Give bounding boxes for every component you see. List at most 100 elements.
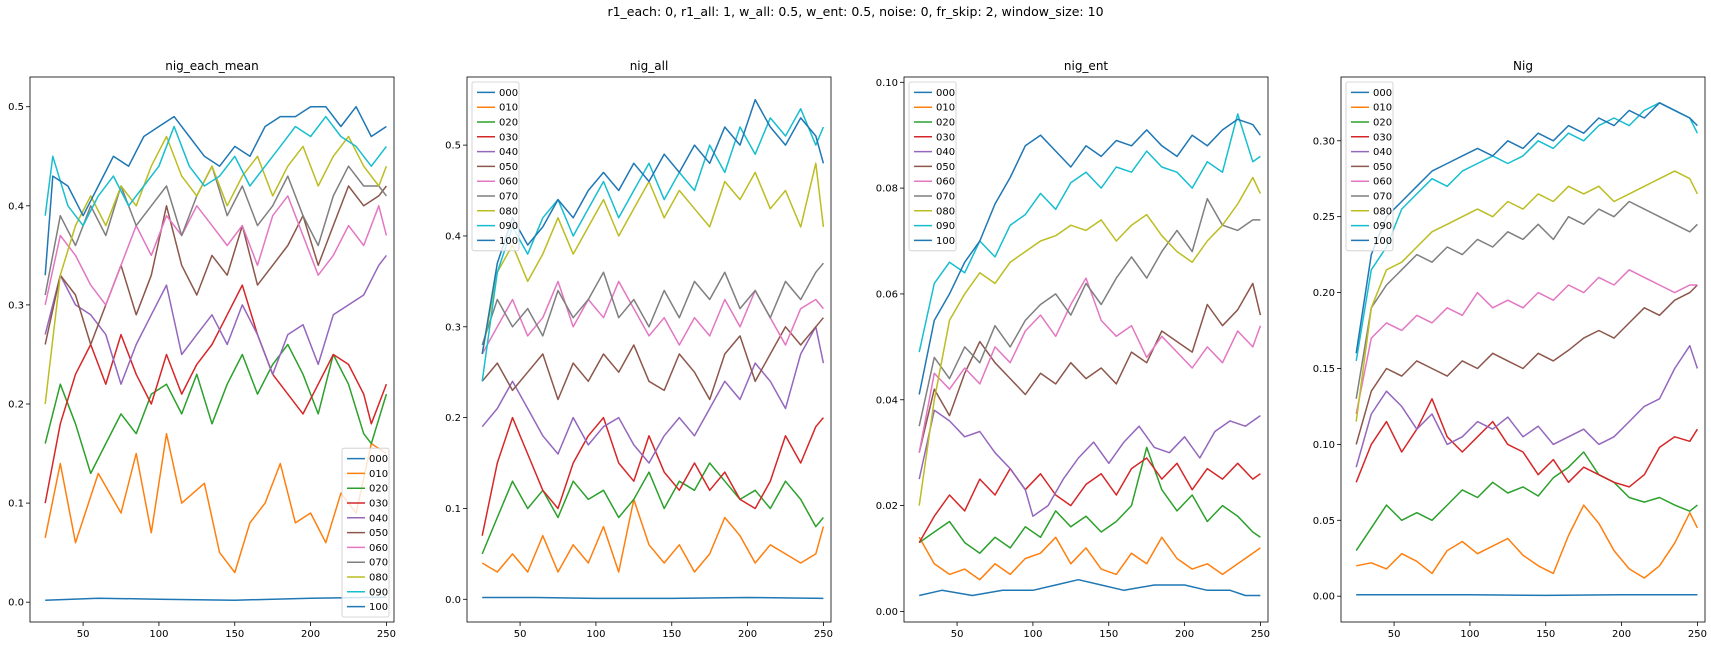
x-tick-label: 250 xyxy=(1251,629,1270,640)
x-tick-label: 150 xyxy=(225,629,244,640)
series-line-040 xyxy=(1355,344,1699,468)
legend-label-060: 060 xyxy=(936,177,955,188)
x-tick-label: 50 xyxy=(77,629,90,640)
series-line-020 xyxy=(481,462,824,555)
legend-label-090: 090 xyxy=(1373,221,1392,232)
legend-box xyxy=(471,81,520,252)
legend-label-080: 080 xyxy=(369,573,388,584)
legend-label-010: 010 xyxy=(1373,103,1392,114)
legend-label-040: 040 xyxy=(936,147,955,158)
x-tick-label: 50 xyxy=(951,629,964,640)
axes-frame xyxy=(29,76,395,623)
series-line-100 xyxy=(918,118,1262,395)
y-tick-label: 0.4 xyxy=(8,201,24,212)
series-line-090 xyxy=(1355,102,1699,362)
series-line-060 xyxy=(1355,269,1698,415)
legend-box xyxy=(341,447,390,618)
legend-label-030: 030 xyxy=(499,132,518,143)
legend-label-100: 100 xyxy=(1373,236,1392,247)
y-tick-label: 0.5 xyxy=(8,102,24,113)
legend-label-020: 020 xyxy=(936,118,955,129)
subplot-4: Nig 50 100 150 200 250 0.00 0.05 0.10 0.15 0.20 0.2… xyxy=(1313,59,1707,640)
x-tick-label: 200 xyxy=(1612,629,1631,640)
y-tick-label: 0.3 xyxy=(445,322,461,333)
legend-label-030: 030 xyxy=(1373,132,1392,143)
series-line-050 xyxy=(1355,284,1698,445)
legend-label-030: 030 xyxy=(936,132,955,143)
legend-label-040: 040 xyxy=(499,147,518,158)
series-line-070 xyxy=(918,197,1261,427)
y-tick-label: 0.06 xyxy=(876,289,898,300)
x-tick-label: 200 xyxy=(301,629,320,640)
y-tick-label: 0.5 xyxy=(445,141,461,152)
series-line-060 xyxy=(918,277,1262,453)
legend-label-060: 060 xyxy=(1373,177,1392,188)
y-tick-label: 0.0 xyxy=(445,595,461,606)
legend-label-020: 020 xyxy=(499,118,518,129)
series-line-040 xyxy=(481,326,825,464)
y-tick-label: 0.08 xyxy=(876,184,898,195)
series-line-090 xyxy=(44,115,387,227)
legend-label-100: 100 xyxy=(936,236,955,247)
series-line-030 xyxy=(481,416,824,536)
legend-label-050: 050 xyxy=(936,162,955,173)
legend-label-080: 080 xyxy=(936,206,955,217)
y-tick-label: 0.3 xyxy=(8,300,24,311)
legend-label-100: 100 xyxy=(499,236,518,247)
series-line-090 xyxy=(481,108,825,382)
series-line-010 xyxy=(1356,504,1699,579)
x-tick-label: 100 xyxy=(1460,629,1479,640)
y-tick-label: 0.00 xyxy=(876,607,898,618)
legend-label-050: 050 xyxy=(499,162,518,173)
x-tick-label: 200 xyxy=(738,629,757,640)
series-line-040 xyxy=(918,409,1261,517)
series-line-020 xyxy=(44,343,388,475)
series-line-070 xyxy=(1355,200,1698,399)
series-line-100 xyxy=(44,105,387,276)
y-tick-label: 0.0 xyxy=(8,598,24,609)
legend-label-090: 090 xyxy=(369,587,388,598)
y-tick-label: 0.30 xyxy=(1313,136,1335,147)
x-tick-label: 250 xyxy=(1688,629,1707,640)
series-line-000 xyxy=(45,596,387,601)
axes-frame xyxy=(466,76,832,623)
subplot-title: nig_all xyxy=(630,59,669,73)
y-tick-label: 0.10 xyxy=(1313,440,1335,451)
subplot-2: nig_all 50 100 150 200 250 0.0 0.1 0.2 0.3 0.4 0.5 0… xyxy=(445,59,833,640)
series-line-100 xyxy=(481,98,825,355)
legend-label-080: 080 xyxy=(1373,206,1392,217)
legend-label-030: 030 xyxy=(369,499,388,510)
x-tick-label: 150 xyxy=(1536,629,1555,640)
series-line-020 xyxy=(918,446,1261,554)
series-line-030 xyxy=(44,284,388,504)
figure-suptitle: r1_each: 0, r1_all: 1, w_all: 0.5, w_ent… xyxy=(607,4,1104,19)
series-line-080 xyxy=(481,162,825,355)
x-tick-label: 200 xyxy=(1175,629,1194,640)
legend-box xyxy=(1345,81,1394,252)
series-line-070 xyxy=(44,165,387,296)
legend-label-040: 040 xyxy=(1373,147,1392,158)
series-line-050 xyxy=(918,282,1262,453)
subplot-title: nig_each_mean xyxy=(165,59,259,73)
legend-label-010: 010 xyxy=(936,103,955,114)
y-tick-label: 0.2 xyxy=(445,413,461,424)
series-line-000 xyxy=(1356,593,1698,597)
y-tick-label: 0.2 xyxy=(8,400,24,411)
axes-frame xyxy=(1340,76,1706,623)
series-line-090 xyxy=(918,113,1261,353)
legend-label-060: 060 xyxy=(499,177,518,188)
x-tick-label: 150 xyxy=(1099,629,1118,640)
series-line-010 xyxy=(44,432,387,574)
legend-label-020: 020 xyxy=(1373,118,1392,129)
series-line-080 xyxy=(918,176,1262,506)
legend-label-090: 090 xyxy=(936,221,955,232)
legend-label-070: 070 xyxy=(369,558,388,569)
legend-label-070: 070 xyxy=(936,192,955,203)
y-tick-label: 0.15 xyxy=(1313,364,1335,375)
series-line-060 xyxy=(481,280,824,355)
legend-label-000: 000 xyxy=(1373,88,1392,99)
series-line-050 xyxy=(44,185,387,346)
legend-label-010: 010 xyxy=(369,469,388,480)
subplot-1: nig_each_mean 50 100 150 200 250 0.0 0.1 0.2 0.3 0… xyxy=(8,59,396,640)
